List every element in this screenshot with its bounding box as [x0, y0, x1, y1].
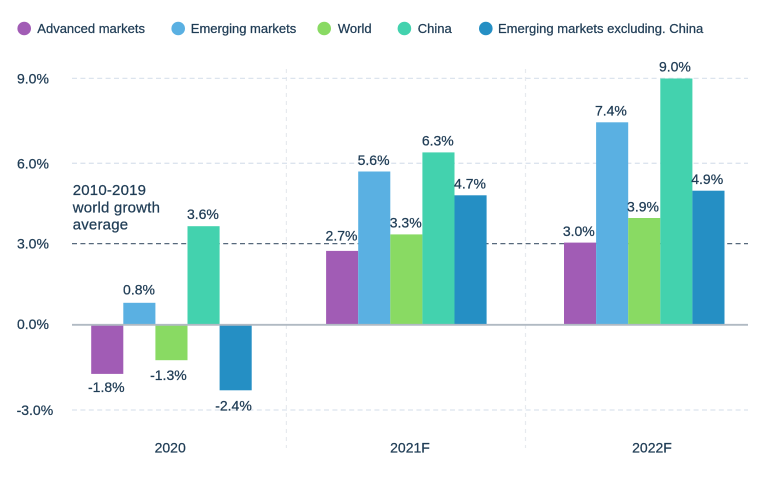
svg-text:-1.3%: -1.3%	[150, 367, 187, 383]
svg-text:Emerging markets excluding. Ch: Emerging markets excluding. China	[498, 21, 704, 36]
svg-text:6.3%: 6.3%	[422, 133, 454, 149]
svg-text:5.6%: 5.6%	[358, 152, 390, 168]
svg-text:2020: 2020	[155, 439, 186, 455]
svg-text:average: average	[73, 217, 129, 234]
svg-text:3.9%: 3.9%	[627, 198, 659, 214]
svg-text:0.0%: 0.0%	[17, 316, 49, 332]
svg-text:World: World	[338, 21, 372, 36]
svg-text:2021F: 2021F	[390, 439, 430, 455]
svg-text:0.8%: 0.8%	[123, 281, 155, 297]
svg-text:2022F: 2022F	[632, 439, 672, 455]
svg-text:2010-2019: 2010-2019	[73, 182, 147, 199]
svg-text:3.6%: 3.6%	[187, 206, 219, 222]
svg-text:-1.8%: -1.8%	[88, 379, 125, 395]
svg-text:3.3%: 3.3%	[390, 215, 422, 231]
svg-text:-3.0%: -3.0%	[17, 402, 54, 418]
svg-text:4.9%: 4.9%	[691, 171, 723, 187]
svg-text:China: China	[418, 21, 453, 36]
svg-text:Advanced markets: Advanced markets	[37, 21, 145, 36]
svg-text:6.0%: 6.0%	[17, 155, 49, 171]
svg-text:Emerging markets: Emerging markets	[191, 21, 297, 36]
svg-text:9.0%: 9.0%	[17, 70, 49, 86]
svg-text:2.7%: 2.7%	[326, 227, 358, 243]
svg-text:4.7%: 4.7%	[454, 176, 486, 192]
svg-text:-2.4%: -2.4%	[215, 398, 252, 414]
svg-text:7.4%: 7.4%	[595, 103, 627, 119]
svg-text:9.0%: 9.0%	[659, 59, 691, 75]
svg-text:3.0%: 3.0%	[17, 236, 49, 252]
svg-text:3.0%: 3.0%	[563, 223, 595, 239]
svg-text:world growth: world growth	[72, 199, 160, 216]
